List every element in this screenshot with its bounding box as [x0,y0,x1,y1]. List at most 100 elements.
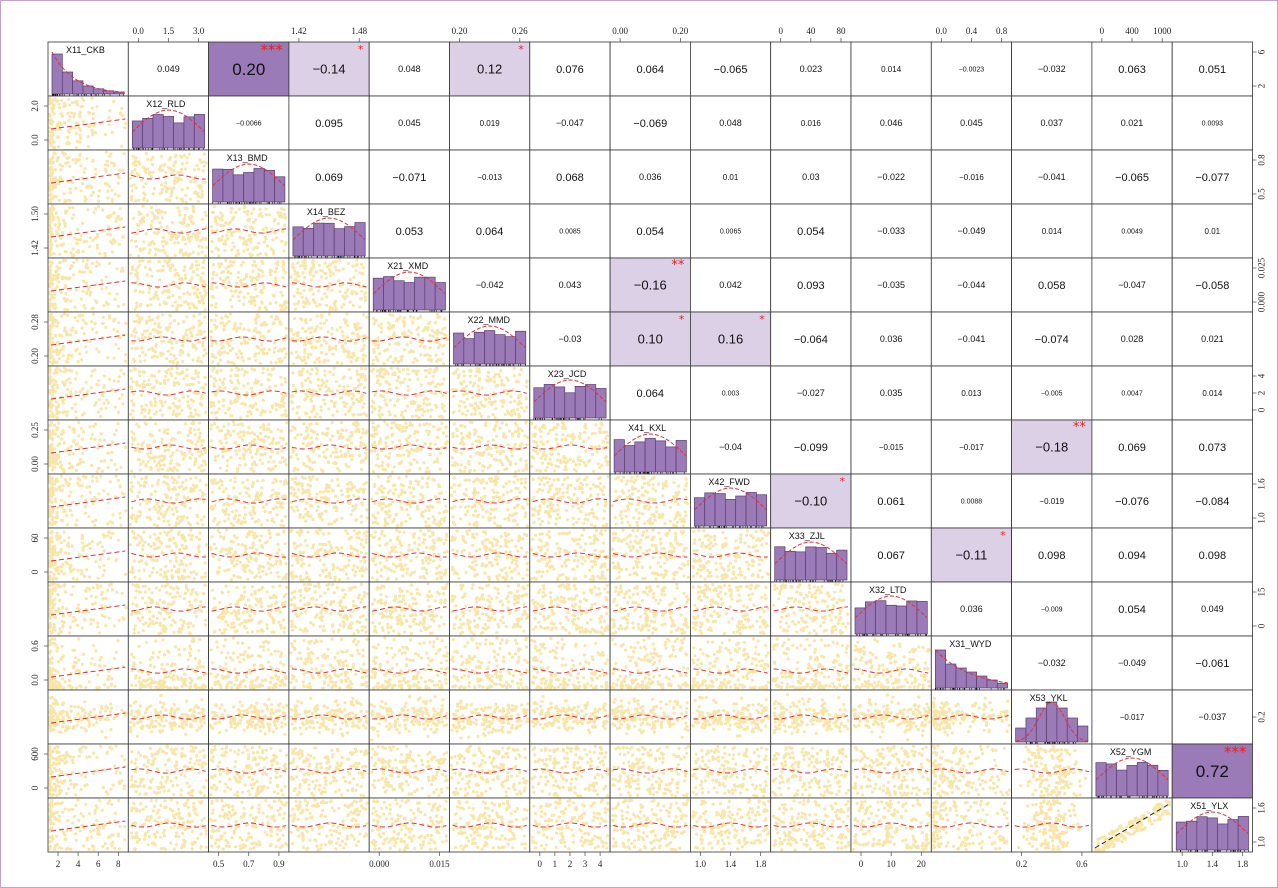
top-tick-label: 0.20 [673,26,689,36]
correlation-value: 0.045 [960,118,983,128]
corr-cell [1091,420,1173,474]
panel-1-5: 0.019 [449,95,531,151]
smooth-line [773,606,849,612]
hist-bar [1105,763,1117,797]
panel-8-8: X42_FWD [690,473,772,529]
correlation-value: −0.019 [1039,497,1064,506]
panel-2-12: −0.041 [1011,149,1093,205]
corr-cell [369,42,450,96]
panel-2-11: −0.016 [930,149,1012,205]
scatter-points [449,474,530,528]
scatter-points [130,420,208,473]
panel-5-7: 0.10 * [609,311,691,367]
panel-1-10: 0.046 [850,95,932,151]
corr-cell [1091,96,1173,150]
density-curve [51,51,125,93]
panel-2-1 [127,149,210,205]
correlation-value: −0.058 [1195,280,1229,292]
scatter-points [209,745,289,798]
hist-bar [323,222,335,257]
corr-cell [1172,312,1253,366]
corr-cell [1172,258,1253,312]
scatter-bg [931,744,1012,798]
scatter-points [128,693,207,738]
hist-bar [313,222,325,257]
hist-bar [543,384,555,419]
smooth-line [853,822,929,828]
panel-12-1 [127,689,210,745]
scatter-points [690,637,771,690]
top-tick-label: 400 [1125,26,1139,36]
panel-14-12 [1011,797,1093,853]
scatter-points [691,583,770,636]
scatter-points [48,798,127,852]
smooth-line [1094,803,1170,849]
smooth-line [131,336,206,342]
correlation-value: 0.003 [722,391,740,398]
panel-12-3 [288,689,370,745]
smooth-line [131,390,206,396]
panel-2-2: X13_BMD [208,149,290,205]
right-tick-label: 15 [1257,587,1267,597]
smooth-line [613,768,688,774]
panel-6-6: X23_JCD [529,365,611,421]
density-curve [1095,757,1169,781]
significance-stars: * [679,313,685,326]
top-tick-label: 1.5 [163,26,175,36]
corr-cell [1091,636,1173,690]
scatter-points [48,582,128,636]
panel-14-6 [529,797,611,853]
correlation-value: 0.069 [315,172,343,184]
panel-10-10: X32_LTD [850,581,932,637]
panel-7-10: −0.015 [850,419,932,475]
panel-10-3 [288,581,370,637]
hist-bar [504,336,516,365]
correlation-value: −0.032 [1038,64,1066,74]
hist-bar [1095,762,1107,797]
corr-cell [369,150,450,204]
scatter-points [611,798,690,852]
hist-bar [1136,762,1148,797]
corr-cell [610,204,691,258]
corr-cell [770,420,851,474]
corr-cell [931,204,1012,258]
correlation-value: 0.042 [719,280,742,290]
correlation-value: −0.0023 [959,67,985,74]
correlation-value: 0.098 [1038,550,1066,562]
smooth-line [291,552,367,558]
correlation-value: 0.023 [800,64,823,74]
rug [212,202,282,204]
density-curve [533,379,607,403]
panel-0-6: 0.076 [529,41,611,97]
bottom-tick-label: 1 [553,859,558,869]
panel-1-2: −0.0066 [208,95,290,151]
panel-6-12: −0.005 [1011,365,1093,421]
correlation-value: −0.037 [1198,712,1226,722]
density-curve [774,541,848,565]
variable-label: X51_YLX [1190,801,1228,811]
density-curve [292,217,366,241]
scatter-points [772,582,850,636]
correlation-value: −0.013 [477,173,502,182]
correlation-value: −0.044 [958,280,986,290]
panel-6-11: 0.013 [930,365,1012,421]
density-curve [131,109,205,133]
correlation-value: −0.017 [1120,713,1145,722]
corr-cell [1091,366,1173,420]
smooth-line [853,714,929,720]
hist-bar [1217,823,1229,851]
hist-bar [424,276,436,311]
hist-bar [774,546,786,581]
correlation-value: −0.041 [1038,172,1066,182]
scatter-points [772,799,851,852]
scatter-points [450,583,530,636]
panel-9-2 [208,527,290,583]
panel-9-1 [127,527,210,583]
corr-cell [851,528,932,582]
scatter-points [369,420,449,474]
panel-4-8: 0.042 [690,257,772,313]
correlation-value: 0.045 [398,118,421,128]
scatter-points [371,582,449,636]
correlation-value: 0.037 [1040,118,1063,128]
smooth-line [211,552,286,558]
